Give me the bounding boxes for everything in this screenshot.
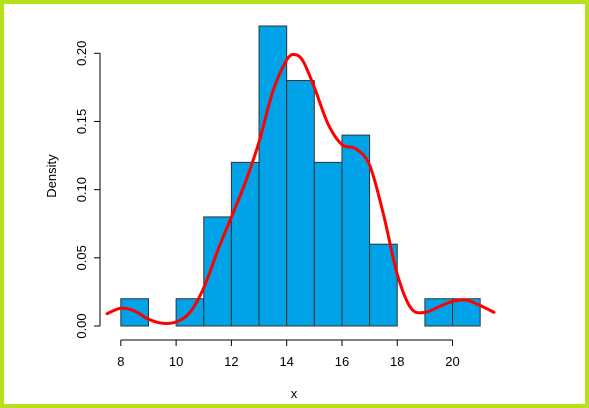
x-tick-label-6: 20 [445, 354, 459, 369]
histogram-bar-6 [286, 80, 315, 327]
x-tick-label-4: 16 [335, 354, 349, 369]
x-tick-label-5: 18 [390, 354, 404, 369]
histogram-bar-7 [313, 161, 343, 327]
histogram-bar-3 [203, 216, 232, 327]
x-axis: 8 10 12 14 16 18 20 [117, 339, 460, 369]
y-axis-title: Density [44, 154, 59, 198]
y-tick-label-3: 0.15 [74, 109, 89, 134]
y-axis: 0.00 0.05 0.10 0.15 0.20 [74, 41, 101, 339]
histogram-bar-8 [341, 134, 371, 327]
histogram-bar-5 [258, 25, 288, 327]
x-tick-label-2: 12 [224, 354, 238, 369]
y-tick-label-0: 0.00 [74, 313, 89, 338]
y-tick-label-4: 0.20 [74, 41, 89, 66]
y-tick-label-2: 0.10 [74, 177, 89, 202]
y-tick-label-1: 0.05 [74, 245, 89, 270]
x-tick-label-3: 14 [279, 354, 293, 369]
x-tick-label-1: 10 [169, 354, 183, 369]
x-axis-title: x [291, 386, 298, 401]
x-tick-label-0: 8 [117, 354, 124, 369]
density-curve [105, 53, 496, 326]
histogram-bars [120, 25, 481, 327]
